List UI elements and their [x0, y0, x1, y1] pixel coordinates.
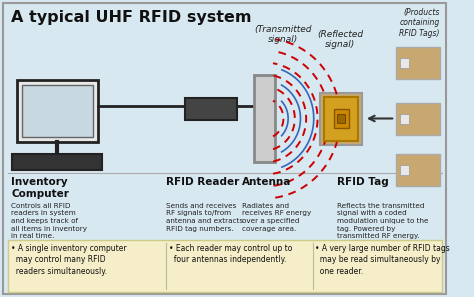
FancyBboxPatch shape: [22, 85, 93, 137]
Text: • A very large number of RFID tags
  may be read simultaneously by
  one reader.: • A very large number of RFID tags may b…: [315, 244, 449, 276]
FancyBboxPatch shape: [12, 154, 102, 170]
FancyBboxPatch shape: [8, 240, 442, 292]
FancyBboxPatch shape: [400, 165, 410, 175]
FancyBboxPatch shape: [396, 102, 440, 135]
Text: Inventory
Computer: Inventory Computer: [11, 177, 69, 199]
FancyBboxPatch shape: [3, 3, 447, 294]
Text: Controls all RFID
readers in system
and keeps track of
all items in inventory
in: Controls all RFID readers in system and …: [11, 203, 87, 239]
Text: Reflects the transmitted
signal with a coded
modulation unique to the
tag. Power: Reflects the transmitted signal with a c…: [337, 203, 428, 239]
Text: Radiates and
receives RF energy
over a specified
coverage area.: Radiates and receives RF energy over a s…: [242, 203, 311, 231]
Text: • A single inventory computer
  may control many RFID
  readers simultaneously.: • A single inventory computer may contro…: [11, 244, 127, 276]
FancyBboxPatch shape: [324, 97, 358, 140]
Text: RFID Tag: RFID Tag: [337, 177, 388, 187]
FancyBboxPatch shape: [337, 113, 345, 124]
Text: Sends and receives
RF signals to/from
antenna and extracts
RFID tag numbers.: Sends and receives RF signals to/from an…: [166, 203, 243, 231]
Text: A typical UHF RFID system: A typical UHF RFID system: [11, 10, 252, 25]
FancyBboxPatch shape: [400, 113, 410, 124]
FancyBboxPatch shape: [185, 98, 237, 120]
FancyBboxPatch shape: [396, 47, 440, 78]
FancyBboxPatch shape: [334, 109, 349, 128]
FancyBboxPatch shape: [400, 58, 410, 67]
Text: • Each reader may control up to
  four antennas independently.: • Each reader may control up to four ant…: [169, 244, 292, 264]
Text: Antenna: Antenna: [242, 177, 291, 187]
FancyBboxPatch shape: [396, 154, 440, 186]
Text: (Transmitted
signal): (Transmitted signal): [255, 25, 312, 44]
FancyBboxPatch shape: [320, 92, 362, 145]
FancyBboxPatch shape: [254, 75, 275, 162]
Text: (Products
containing
RFID Tags): (Products containing RFID Tags): [399, 8, 440, 38]
Text: RFID Reader: RFID Reader: [166, 177, 239, 187]
FancyBboxPatch shape: [17, 80, 98, 142]
Text: (Reflected
signal): (Reflected signal): [317, 30, 364, 49]
